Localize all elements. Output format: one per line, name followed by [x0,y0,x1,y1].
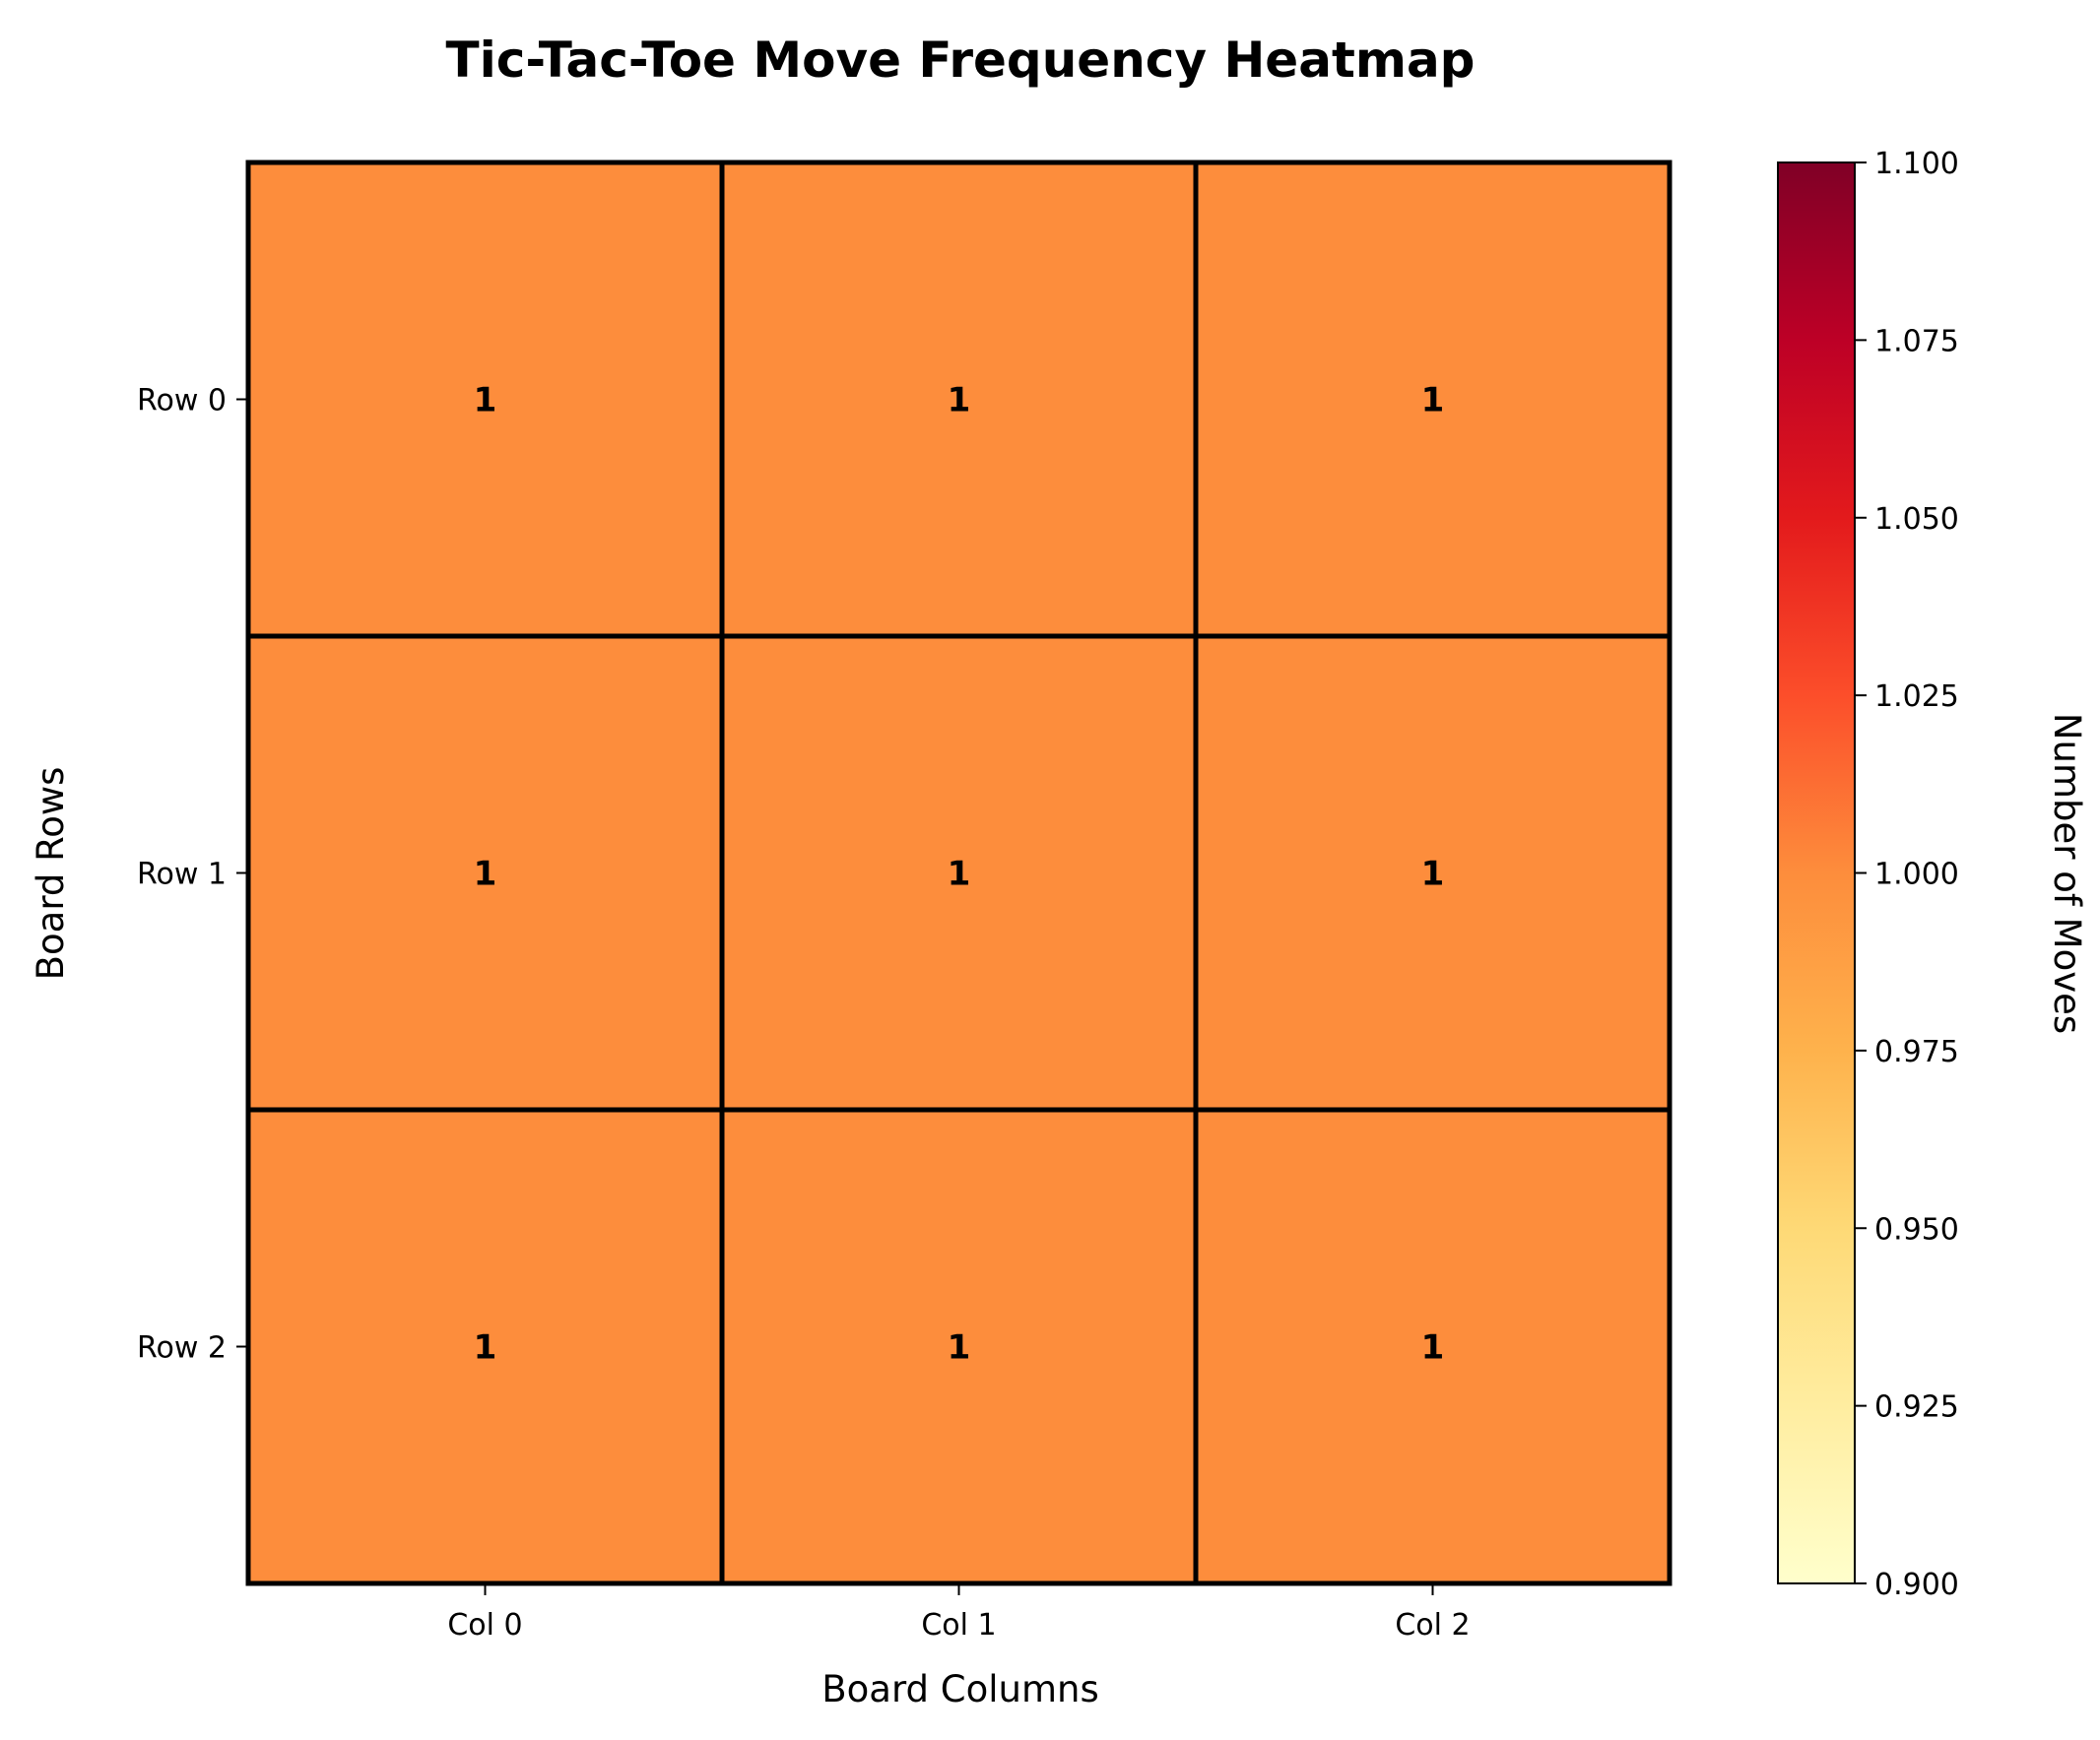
heatmap-cells [245,160,1673,1586]
x-axis-label: Board Columns [821,1668,1098,1710]
y-axis-ticks: Row 0 Row 1 Row 2 [137,384,248,1366]
colorbar-tick-label: 1.025 [1874,679,1959,714]
x-tick-label: Col 2 [1395,1608,1470,1643]
heatmap-cell-r1-c1 [719,633,1199,1113]
colorbar-tick-label: 1.075 [1874,324,1959,358]
y-tick-label: Row 2 [137,1331,227,1366]
heatmap-cell-r2-c1 [719,1107,1199,1586]
cell-value-label-r1-c1: 1 [948,855,971,894]
heatmap-cell-r1-c0 [245,633,725,1113]
colorbar-tick-label: 0.900 [1874,1568,1959,1602]
chart-title: Tic-Tac-Toe Move Frequency Heatmap [446,32,1476,89]
cell-value-label-r1-c2: 1 [1421,855,1445,894]
colorbar-label: Number of Moves [2046,713,2088,1034]
heatmap-cell-r0-c1 [719,160,1199,639]
y-tick-label: Row 0 [137,384,227,419]
heatmap-cell-labels: 1 1 1 1 1 1 1 1 1 [474,381,1445,1368]
colorbar-tick-label: 1.000 [1874,858,1959,892]
cell-value-label-r0-c0: 1 [474,381,497,420]
cell-value-label-r2-c2: 1 [1421,1328,1445,1368]
cell-value-label-r0-c1: 1 [948,381,971,420]
y-tick-label: Row 1 [137,858,227,892]
x-tick-label: Col 0 [447,1608,522,1643]
colorbar-tick-label: 0.975 [1874,1035,1959,1069]
colorbar: 0.900 0.925 0.950 0.975 1.000 1.025 1.050 1.075… [1777,147,1959,1602]
colorbar-tick-label: 0.925 [1874,1390,1959,1425]
cell-value-label-r2-c0: 1 [474,1328,497,1368]
colorbar-gradient [1777,161,1856,1584]
x-axis-ticks: Col 0 Col 1 Col 2 [447,1583,1471,1643]
colorbar-tick-label: 1.100 [1874,147,1959,181]
heatmap-cell-r0-c0 [245,160,725,639]
colorbar-tick-label: 0.950 [1874,1212,1959,1247]
cell-value-label-r2-c1: 1 [948,1328,971,1368]
cell-value-label-r0-c2: 1 [1421,381,1445,420]
colorbar-tick-label: 1.050 [1874,502,1959,537]
x-tick-label: Col 1 [921,1608,996,1643]
heatmap-cell-r1-c2 [1193,633,1673,1113]
cell-value-label-r1-c0: 1 [474,855,497,894]
y-axis-label: Board Rows [30,767,72,981]
